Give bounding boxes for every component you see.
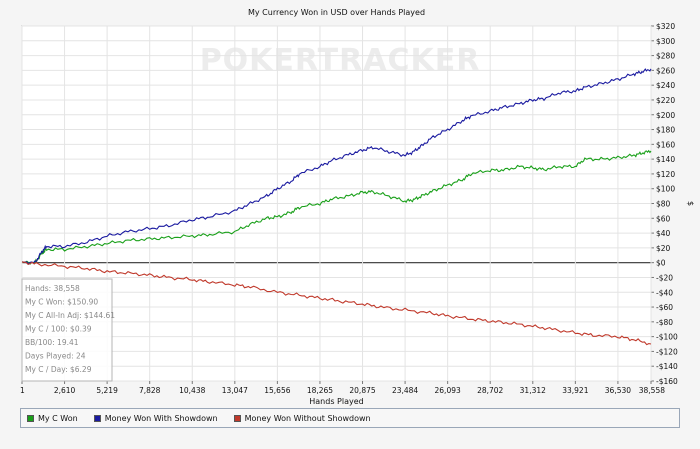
x-tick-label: 33,921 xyxy=(562,386,588,395)
series-line-2 xyxy=(21,261,652,346)
x-tick-label: 31,312 xyxy=(520,386,546,395)
y-tick-label: $80 xyxy=(656,200,671,209)
legend-label: Money Won Without Showdown xyxy=(244,413,371,423)
y-tick-label: -$40 xyxy=(656,288,673,297)
x-tick-label: 26,093 xyxy=(435,386,461,395)
y-tick-label: $0 xyxy=(656,259,666,268)
y-tick-label: $200 xyxy=(656,111,675,120)
y-tick-label: $240 xyxy=(656,81,675,90)
y-tick-label: -$100 xyxy=(656,333,678,342)
x-tick-label: 20,875 xyxy=(349,386,375,395)
stats-line: BB/100: 19.41 xyxy=(25,338,79,347)
x-tick-label: 5,219 xyxy=(96,386,118,395)
y-tick-label: $60 xyxy=(656,214,671,223)
y-tick-label: -$80 xyxy=(656,318,673,327)
x-tick-label: 13,047 xyxy=(222,386,248,395)
y-tick-label: $160 xyxy=(656,140,675,149)
legend-swatch-my-c-won xyxy=(27,414,34,422)
x-axis-label: Hands Played xyxy=(309,397,363,406)
y-tick-label: $280 xyxy=(656,52,675,61)
x-tick-label: 28,702 xyxy=(477,386,503,395)
stats-line: Days Played: 24 xyxy=(25,352,86,361)
stats-line: My C / 100: $0.39 xyxy=(25,325,92,334)
x-tick-label: 18,265 xyxy=(307,386,333,395)
y-tick-label: $260 xyxy=(656,66,675,75)
y-tick-label: -$160 xyxy=(656,377,678,386)
y-tick-label: -$140 xyxy=(656,362,678,371)
series-line-0 xyxy=(21,149,652,265)
x-tick-label: 36,530 xyxy=(605,386,631,395)
series-line-1 xyxy=(21,68,652,265)
stats-box xyxy=(21,278,113,382)
x-tick-label: 15,656 xyxy=(264,386,290,395)
y-tick-label: $40 xyxy=(656,229,671,238)
stats-line: Hands: 38,558 xyxy=(25,284,80,293)
x-tick-label: 10,438 xyxy=(179,386,205,395)
y-tick-label: $120 xyxy=(656,170,675,179)
chart-title: My Currency Won in USD over Hands Played xyxy=(248,8,425,17)
watermark-logo: POKERTRACKER xyxy=(200,43,481,78)
y-tick-label: $300 xyxy=(656,37,675,46)
y-tick-label: -$20 xyxy=(656,273,673,282)
y-tick-label: $220 xyxy=(656,96,675,105)
x-tick-label: 2,610 xyxy=(54,386,76,395)
legend-swatch-without-showdown xyxy=(233,414,241,422)
x-tick-label: 23,484 xyxy=(392,386,418,395)
legend-item-with-showdown[interactable]: Money Won With Showdown xyxy=(93,413,218,423)
y-tick-label: $100 xyxy=(656,185,675,194)
y-tick-label: $320 xyxy=(656,22,675,31)
y-tick-label: -$120 xyxy=(656,347,678,356)
y-axis-label: $ xyxy=(686,201,695,206)
stats-line: My C All-In Adj: $144.61 xyxy=(25,311,115,320)
legend-swatch-with-showdown xyxy=(93,414,101,422)
x-tick-label: 38,558 xyxy=(639,386,665,395)
x-tick-label: 7,828 xyxy=(139,386,161,395)
stats-line: My C / Day: $6.29 xyxy=(25,365,92,374)
legend-item-my-c-won[interactable]: My C Won xyxy=(27,414,78,423)
stats-line: My C Won: $150.90 xyxy=(25,298,98,307)
x-tick-label: 1 xyxy=(20,386,25,395)
y-tick-label: $180 xyxy=(656,126,675,135)
y-tick-label: -$60 xyxy=(656,303,673,312)
y-tick-label: $140 xyxy=(656,155,675,164)
legend-label: My C Won xyxy=(38,413,78,423)
legend-label: Money Won With Showdown xyxy=(104,413,218,423)
legend-item-without-showdown[interactable]: Money Won Without Showdown xyxy=(233,413,371,423)
legend: My C Won Money Won With Showdown Money W… xyxy=(20,408,680,428)
y-tick-label: $20 xyxy=(656,244,671,253)
